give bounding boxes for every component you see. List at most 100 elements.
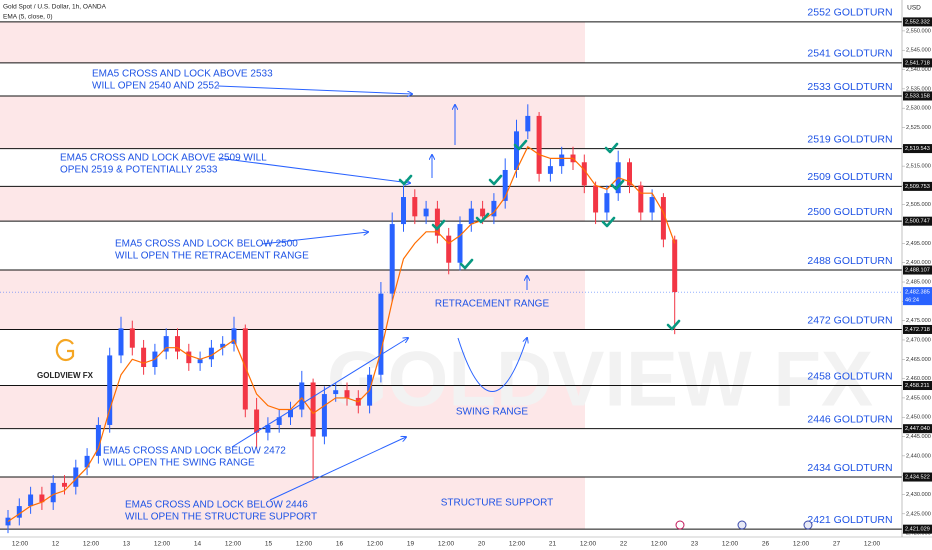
level-price-box: [903, 324, 932, 334]
x-tick-label: 22: [620, 541, 628, 548]
level-price-box: [903, 424, 932, 434]
x-tick-label: 12:00: [225, 541, 242, 548]
level-label: 2500 GOLDTURN: [807, 206, 892, 218]
y-tick-label: 2,460.000: [906, 376, 931, 382]
level-label: 2541 GOLDTURN: [807, 48, 892, 60]
level-price-label: 2,533.158: [905, 93, 930, 99]
zone: [0, 270, 585, 330]
y-tick-label: 2,465.000: [906, 357, 931, 363]
candle-body: [434, 208, 440, 236]
watermark: GOLDVIEW FX: [327, 335, 873, 423]
level-price-box: [903, 17, 932, 27]
level-label: 2458 GOLDTURN: [807, 370, 892, 382]
event-icons: [675, 520, 813, 530]
indicator: EMA (5, close, 0): [3, 14, 53, 21]
candle-body: [242, 328, 248, 410]
y-tick-label: 2,425.000: [906, 511, 931, 517]
y-tick-label: 2,535.000: [906, 86, 931, 92]
annotation: EMA5 CROSS AND LOCK ABOVE 2533: [92, 69, 273, 80]
candle-body: [389, 224, 395, 294]
candle-body: [536, 115, 542, 174]
candle-body: [638, 185, 644, 213]
y-tick-label: 2,505.000: [906, 202, 931, 208]
y-tick-label: 2,530.000: [906, 106, 931, 112]
level-price-label: 2,500.747: [905, 219, 930, 225]
y-tick-label: 2,440.000: [906, 453, 931, 459]
candle-body: [672, 239, 678, 293]
x-tick-label: 12:00: [438, 541, 455, 548]
x-tick-label: 14: [194, 541, 202, 548]
level-price-label: 2,541.718: [905, 60, 930, 66]
level-price-box: [903, 472, 932, 482]
y-tick-label: 2,515.000: [906, 164, 931, 170]
level-label: 2488 GOLDTURN: [807, 255, 892, 267]
annotation: WILL OPEN THE RETRACEMENT RANGE: [115, 251, 309, 262]
candle-body: [118, 328, 124, 356]
annotation: WILL OPEN THE SWING RANGE: [103, 458, 255, 469]
level-price-box: [903, 58, 932, 68]
x-tick-label: 12:00: [296, 541, 313, 548]
level-price-box: [903, 265, 932, 275]
candle-body: [457, 224, 463, 263]
checkmarks: [398, 139, 681, 331]
candle-body: [502, 169, 508, 201]
candle-body: [412, 197, 418, 217]
candle-body: [491, 200, 497, 217]
candle-body: [175, 336, 180, 352]
candle-body: [276, 417, 282, 425]
candle-body: [547, 166, 553, 174]
x-tick-label: 12:00: [509, 541, 526, 548]
annotation: OPEN 2519 & POTENTIALLY 2533: [60, 165, 218, 176]
x-tick-label: 16: [336, 541, 344, 548]
candle-body: [423, 208, 429, 217]
candle-body: [208, 347, 214, 360]
y-tick-label: 2,455.000: [906, 395, 931, 401]
level-label: 2552 GOLDTURN: [807, 7, 892, 19]
level-price-label: 2,472.718: [905, 327, 930, 333]
annotation: EMA5 CROSS AND LOCK ABOVE 2509 WILL: [60, 153, 267, 164]
zone: [0, 477, 585, 530]
candle-body: [254, 409, 260, 433]
arrows: [217, 85, 527, 501]
x-tick-label: 12:00: [12, 541, 29, 548]
logo-text: GOLDVIEW FX: [37, 371, 94, 380]
candle-body: [321, 394, 327, 437]
candle-body: [73, 467, 79, 487]
level-price-box: [903, 144, 932, 154]
candle-body: [559, 154, 565, 167]
countdown: 46:24: [905, 298, 919, 304]
x-tick-label: 12:00: [83, 541, 100, 548]
candle-body: [16, 506, 22, 518]
candle-body: [163, 336, 169, 352]
candle-body: [581, 162, 587, 186]
y-tick-label: 2,495.000: [906, 241, 931, 247]
level-price-label: 2,447.040: [905, 426, 930, 432]
y-tick-label: 2,545.000: [906, 48, 931, 54]
level-price-box: [903, 381, 932, 391]
candle-body: [480, 208, 486, 217]
level-label: 2472 GOLDTURN: [807, 314, 892, 326]
annotation: EMA5 CROSS AND LOCK BELOW 2446: [125, 500, 308, 511]
x-tick-label: 12:00: [793, 541, 810, 548]
candle-body: [288, 409, 293, 418]
symbol: Gold Spot / U.S. Dollar, 1h, OANDA: [3, 4, 107, 11]
logo: GOLDVIEW FX: [37, 338, 94, 380]
level-price-label: 2,552.332: [905, 19, 930, 25]
zone-label: SWING RANGE: [456, 407, 529, 418]
candle-body: [468, 208, 474, 225]
candle-body: [378, 293, 384, 375]
level-label: 2421 GOLDTURN: [807, 514, 892, 526]
level-price-label: 2,458.211: [905, 383, 929, 389]
annotations: EMA5 CROSS AND LOCK ABOVE 2533 WILL OPEN…: [60, 69, 553, 523]
level-label: 2446 GOLDTURN: [807, 413, 892, 425]
candle-body: [220, 343, 226, 348]
level-price-box: [903, 91, 932, 101]
y-tick-label: 2,470.000: [906, 337, 931, 343]
candle-body: [39, 494, 45, 503]
x-tick-label: 13: [123, 541, 131, 548]
y-tick-label: 2,475.000: [906, 318, 931, 324]
ema-line: [7, 145, 676, 523]
candle-body: [231, 328, 237, 344]
x-tick-label: 12:00: [367, 541, 384, 548]
y-tick-label: 2,430.000: [906, 492, 931, 498]
